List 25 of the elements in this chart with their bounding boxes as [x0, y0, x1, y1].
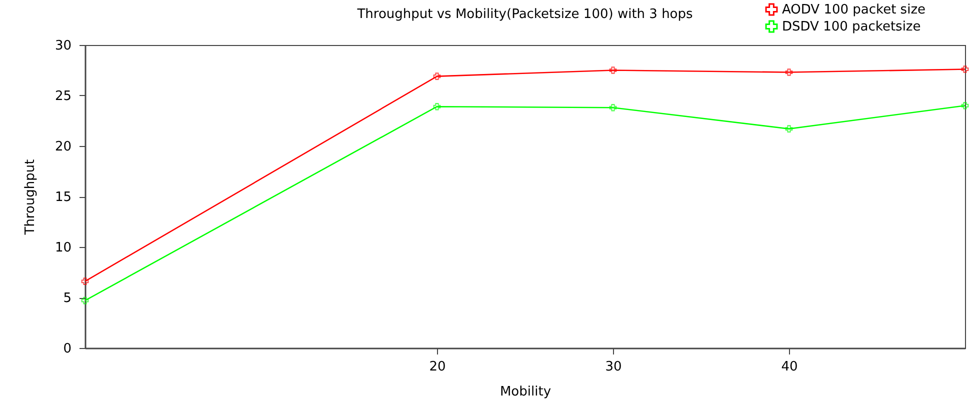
y-tick-label: 20: [54, 140, 72, 154]
y-tick-label: 5: [63, 291, 72, 306]
legend-label: AODV 100 packet size: [782, 2, 926, 18]
point: [81, 296, 89, 304]
y-tick-label: 0: [63, 342, 72, 356]
x-axis-title: Mobility: [500, 384, 552, 400]
point: [961, 102, 969, 110]
x-tick-label: 30: [605, 360, 622, 374]
chart-title: Throughput vs Mobility(Packetsize 100) with 3 hops: [356, 7, 694, 22]
x-tick-label: 40: [781, 360, 798, 374]
point: [961, 66, 969, 73]
y-axis-title: Throughput: [22, 159, 38, 236]
point: [609, 104, 617, 112]
point: [785, 125, 793, 132]
point: [609, 66, 617, 74]
legend-label: DSDV 100 packetsize: [782, 20, 921, 34]
x-tick-label: 20: [429, 360, 446, 374]
point: [433, 72, 441, 80]
y-tick-label: 15: [54, 190, 72, 205]
y-tick-label: 25: [54, 89, 72, 104]
y-tick-label: 30: [54, 38, 72, 54]
point: [81, 278, 89, 285]
point: [785, 68, 793, 76]
y-tick-label: 10: [54, 240, 72, 256]
point: [433, 102, 441, 110]
